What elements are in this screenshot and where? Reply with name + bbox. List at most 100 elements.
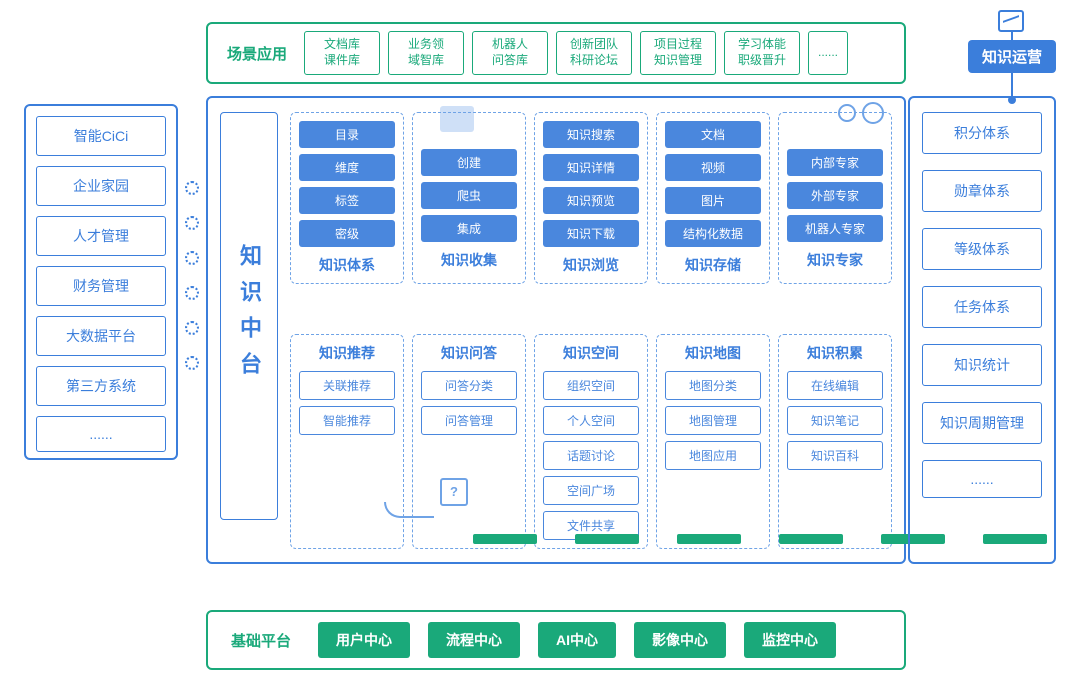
module-item: 问答分类 — [421, 371, 517, 400]
module-knowledge-system: 目录 维度 标签 密级 知识体系 — [290, 112, 404, 284]
module-item: 知识笔记 — [787, 406, 883, 435]
right-item: 任务体系 — [922, 286, 1042, 328]
module-item: 知识详情 — [543, 154, 639, 181]
module-knowledge-browse: 知识搜索 知识详情 知识预览 知识下载 知识浏览 — [534, 112, 648, 284]
module-title: 知识积累 — [787, 343, 883, 363]
module-item: 视频 — [665, 154, 761, 181]
left-item: 大数据平台 — [36, 316, 166, 356]
left-item: 第三方系统 — [36, 366, 166, 406]
scenario-item: 项目过程 知识管理 — [640, 31, 716, 75]
module-item: 知识下载 — [543, 220, 639, 247]
module-knowledge-collect: 创建 爬虫 集成 知识收集 — [412, 112, 526, 284]
module-knowledge-store: 文档 视频 图片 结构化数据 知识存储 — [656, 112, 770, 284]
module-item: 关联推荐 — [299, 371, 395, 400]
module-item: 知识百科 — [787, 441, 883, 470]
scenario-row: 场景应用 文档库 课件库 业务领 域智库 机器人 问答库 创新团队 科研论坛 项… — [206, 22, 906, 84]
gear-icon — [185, 321, 199, 335]
module-title: 知识存储 — [665, 255, 761, 275]
module-title: 知识地图 — [665, 343, 761, 363]
module-title: 知识问答 — [421, 343, 517, 363]
module-item: 集成 — [421, 215, 517, 242]
gear-icon — [185, 251, 199, 265]
module-item: 智能推荐 — [299, 406, 395, 435]
platform-item: 流程中心 — [428, 622, 520, 658]
platform-title: 基础平台 — [222, 630, 300, 651]
right-item: 知识周期管理 — [922, 402, 1042, 444]
module-item: 话题讨论 — [543, 441, 639, 470]
scenario-item: 业务领 域智库 — [388, 31, 464, 75]
module-item: 图片 — [665, 187, 761, 214]
gear-connector — [180, 170, 204, 380]
module-knowledge-space: 知识空间 组织空间 个人空间 话题讨论 空间广场 文件共享 — [534, 334, 648, 549]
module-item: 目录 — [299, 121, 395, 148]
right-item: 勋章体系 — [922, 170, 1042, 212]
module-item: 地图分类 — [665, 371, 761, 400]
question-icon: ? — [440, 478, 468, 506]
module-item: 创建 — [421, 149, 517, 176]
scenario-item: 学习体能 职级晋升 — [724, 31, 800, 75]
right-item: 积分体系 — [922, 112, 1042, 154]
module-knowledge-accumulate: 知识积累 在线编辑 知识笔记 知识百科 — [778, 334, 892, 549]
left-item: 财务管理 — [36, 266, 166, 306]
right-ops-column: 积分体系 勋章体系 等级体系 任务体系 知识统计 知识周期管理 ...... — [908, 96, 1056, 564]
connector — [1011, 32, 1013, 40]
platform-item: 监控中心 — [744, 622, 836, 658]
module-item: 文档 — [665, 121, 761, 148]
architecture-diagram: 场景应用 文档库 课件库 业务领 域智库 机器人 问答库 创新团队 科研论坛 项… — [0, 0, 1080, 692]
module-item: 机器人专家 — [787, 215, 883, 242]
module-title: 知识专家 — [787, 250, 883, 270]
module-knowledge-map: 知识地图 地图分类 地图管理 地图应用 — [656, 334, 770, 549]
module-knowledge-expert: 内部专家 外部专家 机器人专家 知识专家 — [778, 112, 892, 284]
scenario-item: 创新团队 科研论坛 — [556, 31, 632, 75]
module-title: 知识浏览 — [543, 255, 639, 275]
left-item: 企业家园 — [36, 166, 166, 206]
gear-icon — [185, 216, 199, 230]
module-item: 结构化数据 — [665, 220, 761, 247]
module-item: 地图管理 — [665, 406, 761, 435]
module-title: 知识空间 — [543, 343, 639, 363]
module-knowledge-recommend: 知识推荐 关联推荐 智能推荐 — [290, 334, 404, 549]
module-item: 问答管理 — [421, 406, 517, 435]
top-module-grid: 目录 维度 标签 密级 知识体系 创建 爬虫 集成 知识收集 知识搜索 知识详情… — [290, 112, 892, 284]
bottom-module-grid: 知识推荐 关联推荐 智能推荐 知识问答 问答分类 问答管理 知识空间 组织空间 … — [290, 334, 892, 549]
module-item: 组织空间 — [543, 371, 639, 400]
platform-item: 影像中心 — [634, 622, 726, 658]
platform-row: 基础平台 用户中心 流程中心 AI中心 影像中心 监控中心 — [206, 610, 906, 670]
center-panel: 知识中台 目录 维度 标签 密级 知识体系 创建 爬虫 集成 知识收集 知识搜索 — [206, 96, 906, 564]
module-item: 外部专家 — [787, 182, 883, 209]
scenario-item: 文档库 课件库 — [304, 31, 380, 75]
module-item: 知识预览 — [543, 187, 639, 214]
module-item: 内部专家 — [787, 149, 883, 176]
center-title-box: 知识中台 — [220, 112, 278, 520]
module-item: 地图应用 — [665, 441, 761, 470]
module-title: 知识推荐 — [299, 343, 395, 363]
module-item: 维度 — [299, 154, 395, 181]
module-item: 爬虫 — [421, 182, 517, 209]
module-title: 知识收集 — [421, 250, 517, 270]
right-item: 知识统计 — [922, 344, 1042, 386]
gear-icon — [185, 356, 199, 370]
platform-item: AI中心 — [538, 622, 616, 658]
scenario-more: ...... — [808, 31, 848, 75]
center-title: 知识中台 — [233, 244, 265, 388]
gear-icon — [185, 181, 199, 195]
chart-icon — [998, 10, 1024, 32]
module-item: 密级 — [299, 220, 395, 247]
scenario-item: 机器人 问答库 — [472, 31, 548, 75]
platform-item: 用户中心 — [318, 622, 410, 658]
left-item: 人才管理 — [36, 216, 166, 256]
module-item: 标签 — [299, 187, 395, 214]
right-item: 等级体系 — [922, 228, 1042, 270]
module-title: 知识体系 — [299, 255, 395, 275]
module-item: 空间广场 — [543, 476, 639, 505]
right-item: ...... — [922, 460, 1042, 498]
scenario-title: 场景应用 — [218, 43, 296, 64]
left-systems-column: 智能CiCi 企业家园 人才管理 财务管理 大数据平台 第三方系统 ...... — [24, 104, 178, 460]
module-item: 知识搜索 — [543, 121, 639, 148]
left-item: ...... — [36, 416, 166, 452]
connector — [1011, 68, 1013, 98]
left-item: 智能CiCi — [36, 116, 166, 156]
hand-icon — [384, 502, 434, 518]
module-item: 在线编辑 — [787, 371, 883, 400]
gear-icon — [185, 286, 199, 300]
